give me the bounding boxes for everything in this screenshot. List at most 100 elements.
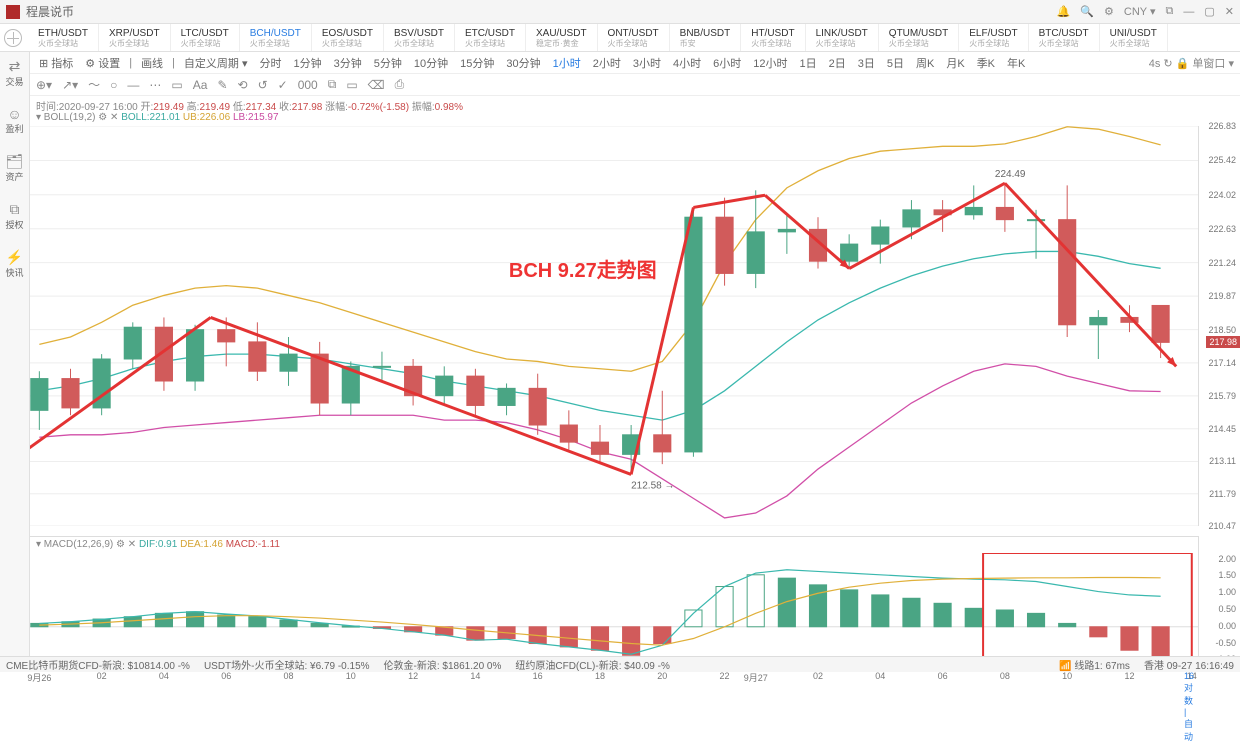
current-price-tag: 217.98: [1206, 336, 1240, 348]
tf-3分钟[interactable]: 3分钟: [331, 55, 365, 71]
pair-tab-bnb-usdt[interactable]: BNB/USDT币安: [670, 24, 742, 51]
tf-自定义周期 ▾[interactable]: 自定义周期 ▾: [181, 55, 251, 71]
minimize-icon[interactable]: —: [1183, 6, 1194, 18]
draw-tool[interactable]: ⎙: [395, 77, 405, 92]
sidebar-item-资产[interactable]: 🗂资产: [5, 153, 23, 183]
pair-tab-elf-usdt[interactable]: ELF/USDT火币全球站: [959, 24, 1028, 51]
draw-tool[interactable]: 〜: [88, 76, 100, 93]
toolbar1-right[interactable]: 4s ↻ 🔒 单窗口 ▾: [1149, 55, 1234, 71]
search-icon[interactable]: 🔍: [1080, 5, 1094, 18]
tf-2小时[interactable]: 2小时: [590, 55, 624, 71]
status-gold: 伦敦金-新浪: $1861.20 0%: [384, 657, 502, 672]
pair-tab-xau-usdt[interactable]: XAU/USDT稳定币·黄金: [526, 24, 598, 51]
bell-icon[interactable]: 🔔: [1057, 5, 1071, 18]
boll-info: ▾ BOLL(19,2) ⚙ ✕ BOLL:221.01 UB:226.06 L…: [36, 112, 279, 123]
pair-tab-ltc-usdt[interactable]: LTC/USDT火币全球站: [171, 24, 240, 51]
tf-15分钟[interactable]: 15分钟: [457, 55, 497, 71]
tf-5日[interactable]: 5日: [884, 55, 907, 71]
draw-tool[interactable]: ↺: [258, 78, 268, 92]
currency-select[interactable]: CNY ▾: [1124, 5, 1156, 18]
x-tick: 10: [1062, 671, 1072, 681]
tf-12小时[interactable]: 12小时: [750, 55, 790, 71]
x-axis-mode[interactable]: 16对数 | 自动: [1184, 671, 1194, 743]
pair-tab-bch-usdt[interactable]: BCH/USDT火币全球站: [240, 24, 312, 51]
y-tick: 211.79: [1209, 489, 1236, 499]
tf-30分钟[interactable]: 30分钟: [503, 55, 543, 71]
tf-4小时[interactable]: 4小时: [670, 55, 704, 71]
tf-5分钟[interactable]: 5分钟: [371, 55, 405, 71]
macd-y-axis: 2.001.501.000.500.00-0.50-1.00: [1198, 536, 1240, 666]
pair-tab-ont-usdt[interactable]: ONT/USDT火币全球站: [598, 24, 670, 51]
tf-周K[interactable]: 周K: [913, 55, 937, 71]
draw-tool[interactable]: ▭: [171, 78, 182, 92]
pair-tab-ht-usdt[interactable]: HT/USDT火币全球站: [741, 24, 805, 51]
pair-tab-bsv-usdt[interactable]: BSV/USDT火币全球站: [384, 24, 455, 51]
detach-icon[interactable]: ⧉: [1166, 5, 1174, 18]
tf-⚙ 设置[interactable]: ⚙ 设置: [82, 55, 123, 71]
draw-tool[interactable]: Aa: [193, 78, 208, 92]
draw-tool[interactable]: ✓: [278, 78, 288, 92]
pair-tab-qtum-usdt[interactable]: QTUM/USDT火币全球站: [879, 24, 959, 51]
x-tick: 06: [938, 671, 948, 681]
tf-3日[interactable]: 3日: [855, 55, 878, 71]
macd-y-tick: 0.50: [1218, 604, 1236, 614]
pair-tab-link-usdt[interactable]: LINK/USDT火币全球站: [806, 24, 879, 51]
gear-icon[interactable]: ⚙: [1104, 5, 1114, 18]
draw-tool[interactable]: ⋯: [149, 78, 161, 92]
x-tick: 02: [97, 671, 107, 681]
draw-tool[interactable]: ○: [110, 78, 117, 92]
x-tick: 9月26: [27, 671, 51, 684]
sidebar-item-快讯[interactable]: ⚡快讯: [5, 249, 23, 279]
draw-tool[interactable]: ⟲: [238, 78, 248, 92]
globe-icon[interactable]: [4, 29, 22, 47]
draw-tool[interactable]: ⌫: [368, 78, 385, 92]
macd-y-tick: 1.00: [1218, 587, 1236, 597]
pair-tab-eos-usdt[interactable]: EOS/USDT火币全球站: [312, 24, 384, 51]
y-tick: 218.50: [1208, 325, 1236, 335]
tf-月K[interactable]: 月K: [943, 55, 967, 71]
tf-10分钟[interactable]: 10分钟: [411, 55, 451, 71]
pair-tab-xrp-usdt[interactable]: XRP/USDT火币全球站: [99, 24, 171, 51]
tf-3小时[interactable]: 3小时: [630, 55, 664, 71]
chart-area: 时间:2020-09-27 16:00 开:219.49 高:219.49 低:…: [30, 96, 1240, 656]
tf-⊞ 指标[interactable]: ⊞ 指标: [36, 55, 76, 71]
status-oil: 纽约原油CFD(CL)-新浪: $40.09 -%: [515, 657, 669, 672]
tf-年K[interactable]: 年K: [1004, 55, 1028, 71]
tf-1日[interactable]: 1日: [797, 55, 820, 71]
macd-panel[interactable]: ▾ MACD(12,26,9) ⚙ ✕ DIF:0.91 DEA:1.46 MA…: [30, 536, 1198, 666]
tf-1小时[interactable]: 1小时: [550, 55, 584, 71]
x-tick: 20: [657, 671, 667, 681]
pair-tab-uni-usdt[interactable]: UNI/USDT火币全球站: [1100, 24, 1168, 51]
close-icon[interactable]: ✕: [1225, 5, 1234, 18]
macd-info: ▾ MACD(12,26,9) ⚙ ✕ DIF:0.91 DEA:1.46 MA…: [36, 539, 280, 550]
draw-tool[interactable]: ↗▾: [62, 78, 78, 92]
draw-tool[interactable]: ⊕▾: [36, 78, 52, 92]
draw-tool[interactable]: ⧉: [328, 77, 337, 92]
tf-分时[interactable]: 分时: [257, 55, 285, 71]
pair-tab-etc-usdt[interactable]: ETC/USDT火币全球站: [455, 24, 526, 51]
sidebar-item-盈利[interactable]: ☺盈利: [5, 106, 23, 135]
x-tick: 04: [875, 671, 885, 681]
tf-画线[interactable]: 画线: [138, 55, 166, 71]
x-tick: 16: [533, 671, 543, 681]
draw-tool[interactable]: ▭: [346, 78, 357, 92]
svg-text:224.49: 224.49: [995, 169, 1026, 180]
pair-tab-btc-usdt[interactable]: BTC/USDT火币全球站: [1029, 24, 1100, 51]
main-chart[interactable]: 212.58 →224.49 BCH 9.27走势图: [30, 126, 1198, 526]
status-cme: CME比特币期货CFD-新浪: $10814.00 -%: [6, 657, 190, 672]
draw-tool[interactable]: 000: [298, 78, 318, 92]
pair-tab-eth-usdt[interactable]: ETH/USDT火币全球站: [28, 24, 99, 51]
sidebar-item-授权[interactable]: ⧉授权: [5, 201, 23, 231]
maximize-icon[interactable]: ▢: [1204, 5, 1214, 18]
y-tick: 222.63: [1208, 224, 1236, 234]
tf-1分钟[interactable]: 1分钟: [291, 55, 325, 71]
tf-6小时[interactable]: 6小时: [710, 55, 744, 71]
draw-tool[interactable]: —: [127, 78, 139, 92]
macd-y-tick: 2.00: [1218, 554, 1236, 564]
sidebar-item-交易[interactable]: ⇄交易: [5, 58, 23, 88]
tf-2日[interactable]: 2日: [826, 55, 849, 71]
draw-tool[interactable]: ✎: [217, 78, 227, 92]
x-tick: 14: [470, 671, 480, 681]
tf-季K[interactable]: 季K: [974, 55, 998, 71]
y-tick: 224.02: [1208, 190, 1236, 200]
